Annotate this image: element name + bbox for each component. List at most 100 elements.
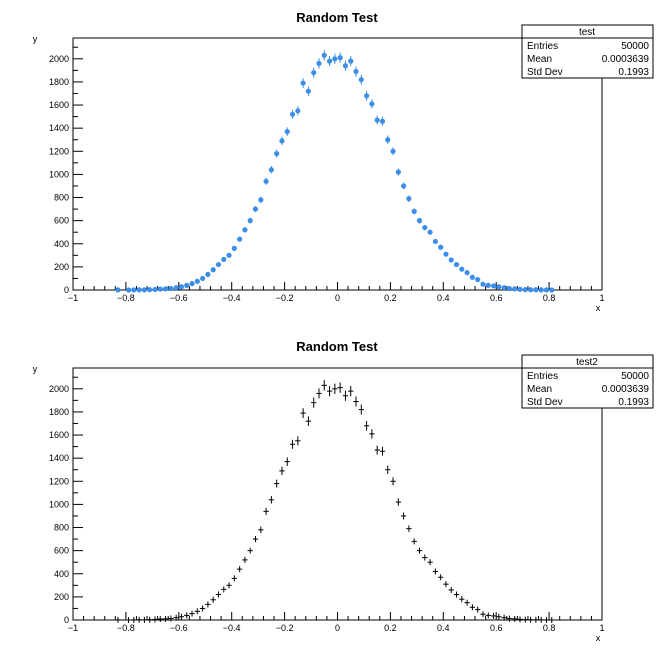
data-point: [162, 615, 169, 622]
y-tick-label: 1000: [49, 499, 69, 509]
data-point: [184, 282, 190, 288]
x-tick-label: 1: [599, 623, 604, 633]
data-point: [221, 586, 227, 593]
data-point: [136, 616, 142, 623]
data-point: [115, 287, 121, 293]
data-point: [459, 266, 465, 272]
data-point: [274, 479, 280, 488]
data-point: [184, 612, 190, 619]
data-point: [379, 116, 386, 126]
data-point: [358, 74, 364, 85]
x-tick-label: 0.8: [543, 623, 556, 633]
data-point: [194, 608, 200, 615]
data-point: [464, 599, 470, 606]
data-point: [115, 616, 121, 623]
data-point: [231, 245, 237, 251]
data-point: [178, 284, 185, 290]
data-point: [480, 281, 486, 287]
x-tick-label: 0.6: [490, 293, 503, 303]
y-tick-label: 200: [54, 592, 69, 602]
data-point: [385, 135, 391, 144]
data-point: [475, 276, 481, 283]
data-point: [406, 525, 412, 532]
data-point: [326, 385, 333, 397]
x-tick-label: 0.2: [384, 623, 397, 633]
y-tick-label: 1000: [49, 169, 69, 179]
data-point: [305, 86, 312, 96]
data-point: [321, 50, 327, 61]
data-point: [490, 283, 497, 289]
data-point: [390, 147, 396, 156]
data-point: [152, 616, 158, 623]
data-point: [131, 616, 137, 623]
data-point: [459, 596, 465, 603]
data-point: [506, 286, 513, 292]
data-point: [157, 286, 163, 292]
data-point: [263, 177, 269, 185]
data-point: [549, 617, 555, 623]
x-tick-label: 0.2: [384, 293, 397, 303]
y-tick-label: 0: [64, 285, 69, 295]
data-point: [268, 496, 275, 504]
data-point: [289, 109, 296, 119]
data-point: [284, 127, 290, 136]
stats-box-frame: [521, 24, 654, 79]
stats-mean-value: 0.0003639: [602, 384, 650, 395]
stats-entries-value: 50000: [621, 371, 649, 382]
x-tick-label: 0.8: [543, 293, 556, 303]
data-point: [411, 538, 417, 545]
stats-stddev-label: Std Dev: [527, 397, 563, 408]
x-tick-label: −0.6: [170, 623, 188, 633]
x-axis-label: x: [596, 633, 601, 643]
y-tick-label: 1800: [49, 77, 69, 87]
y-axis: 0 200 400 600 800 1000 1200 1400 1600 1800 2000: [49, 46, 83, 295]
data-point: [247, 547, 253, 554]
y-tick-label: 2000: [49, 384, 69, 394]
data-point: [205, 601, 211, 608]
data-point: [210, 267, 216, 273]
stats-box-name: test: [579, 27, 595, 38]
data-point: [549, 287, 555, 293]
y-tick-label: 1200: [49, 476, 69, 486]
data-point: [416, 217, 423, 224]
data-point: [279, 466, 285, 476]
stats-entries-label: Entries: [527, 371, 558, 382]
data-point: [311, 67, 317, 78]
data-point: [443, 251, 449, 257]
data-point: [475, 606, 481, 613]
data-point: [469, 274, 475, 280]
x-tick-label: 0: [335, 293, 340, 303]
y-tick-label: 800: [54, 193, 69, 203]
data-point: [453, 261, 460, 268]
data-point: [242, 556, 248, 563]
y-axis-label: y: [33, 364, 38, 374]
data-point: [485, 282, 491, 288]
data-point: [342, 60, 349, 71]
chart-title: Random Test: [296, 339, 378, 354]
stats-mean-label: Mean: [527, 54, 552, 65]
data-point: [411, 208, 417, 215]
data-point: [348, 385, 354, 397]
data-point: [131, 287, 137, 293]
data-point: [485, 612, 491, 619]
y-tick-label: 400: [54, 239, 69, 249]
data-point: [448, 586, 454, 593]
data-point: [189, 610, 195, 617]
x-tick-label: −0.8: [117, 623, 135, 633]
data-point: [231, 575, 237, 582]
data-point: [268, 166, 274, 174]
stats-stddev-value: 0.1993: [618, 67, 649, 78]
x-tick-label: −0.8: [117, 293, 135, 303]
data-point: [517, 286, 523, 292]
data-point: [522, 287, 528, 293]
y-tick-label: 600: [54, 546, 69, 556]
data-point: [316, 388, 322, 399]
data-point: [379, 446, 386, 456]
data-point: [300, 78, 306, 88]
data-point: [316, 58, 322, 69]
data-point: [178, 613, 185, 620]
data-point: [157, 616, 163, 623]
y-tick-label: 600: [54, 216, 69, 226]
data-point: [422, 554, 428, 561]
